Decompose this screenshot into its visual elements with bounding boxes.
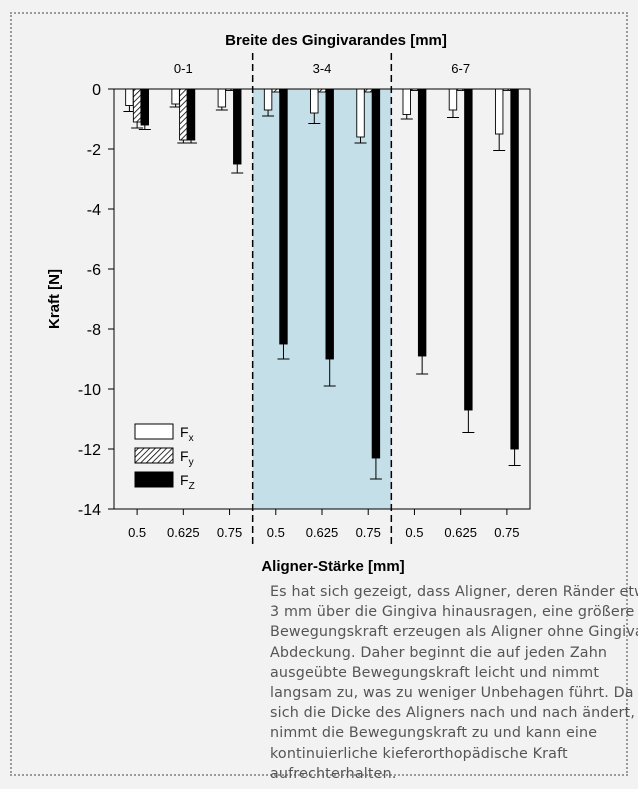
y-tick-label: -10 xyxy=(78,382,101,399)
force-bar-chart: 0 -2 -4 -6 -8 -10 -12 -14 0.5 0.625 0.75 0-1 0.5 0.62… xyxy=(46,32,531,574)
bar-F_Z-6-7-0.625 xyxy=(464,88,473,411)
y-tick-label: -12 xyxy=(78,442,101,459)
bar-F_Z-0-1-0.75 xyxy=(233,88,242,165)
y-tick-label: 0 xyxy=(92,82,101,99)
bar-F_x-0-1-0.75 xyxy=(217,88,227,108)
y-tick-label: -8 xyxy=(87,322,101,339)
bar-F_x-6-7-0.75 xyxy=(494,88,504,135)
bar-F_x-3-4-0.5 xyxy=(263,88,273,111)
legend-label-F_y: Fy xyxy=(180,448,194,468)
bar-F_Z-0-1-0.5 xyxy=(140,88,150,126)
description-text: Es hat sich gezeigt, dass Aligner, deren… xyxy=(270,584,638,782)
bar-F_y-0-1-0.5 xyxy=(132,88,142,123)
bar-F_x-0-1-0.625 xyxy=(171,88,180,105)
y-tick-label: -6 xyxy=(87,262,101,279)
highlight-region-3-4 xyxy=(252,89,392,509)
bar-F_x-3-4-0.625 xyxy=(310,88,319,114)
legend-swatch-F_Z xyxy=(134,471,174,488)
bar-F_x-3-4-0.75 xyxy=(356,88,365,138)
bar-F_x-0-1-0.5 xyxy=(125,88,134,106)
bar-F_x-6-7-0.5 xyxy=(402,88,411,115)
x-tick-label: 0.75 xyxy=(356,525,381,540)
bar-F_Z-6-7-0.75 xyxy=(510,88,519,450)
legend-label-F_Z: FZ xyxy=(180,472,195,492)
group-label: 0-1 xyxy=(174,61,193,76)
group-label: 3-4 xyxy=(313,61,332,76)
y-tick-label: -14 xyxy=(78,502,101,519)
x-tick-label: 0.5 xyxy=(405,525,423,540)
legend-swatch-F_x xyxy=(134,423,174,440)
y-axis-title: Kraft [N] xyxy=(46,269,63,329)
x-tick-label: 0.5 xyxy=(128,525,146,540)
x-tick-label: 0.625 xyxy=(306,525,339,540)
x-axis-title: Aligner-Stärke [mm] xyxy=(261,558,404,574)
legend-label-F_x: Fx xyxy=(180,424,194,444)
bar-F_y-0-1-0.625 xyxy=(179,88,188,141)
bar-F_x-6-7-0.625 xyxy=(448,88,458,111)
bar-F_Z-3-4-0.5 xyxy=(279,88,288,345)
x-tick-label: 0.625 xyxy=(444,525,477,540)
y-tick-label: -2 xyxy=(87,142,101,159)
content-card: 0 -2 -4 -6 -8 -10 -12 -14 0.5 0.625 0.75 0-1 0.5 0.62… xyxy=(10,12,638,782)
x-tick-label: 0.75 xyxy=(494,525,519,540)
bar-F_Z-0-1-0.625 xyxy=(186,88,196,141)
legend-swatch-F_y xyxy=(134,447,174,464)
group-label: 6-7 xyxy=(451,61,470,76)
bar-F_Z-6-7-0.5 xyxy=(417,88,427,357)
bar-F_Z-3-4-0.625 xyxy=(325,88,334,360)
x-tick-label: 0.75 xyxy=(217,525,242,540)
bar-F_Z-3-4-0.75 xyxy=(371,88,381,459)
x-tick-label: 0.5 xyxy=(267,525,285,540)
top-axis-title: Breite des Gingivarandes [mm] xyxy=(225,32,447,49)
x-tick-label: 0.625 xyxy=(167,525,200,540)
y-tick-label: -4 xyxy=(87,202,101,219)
